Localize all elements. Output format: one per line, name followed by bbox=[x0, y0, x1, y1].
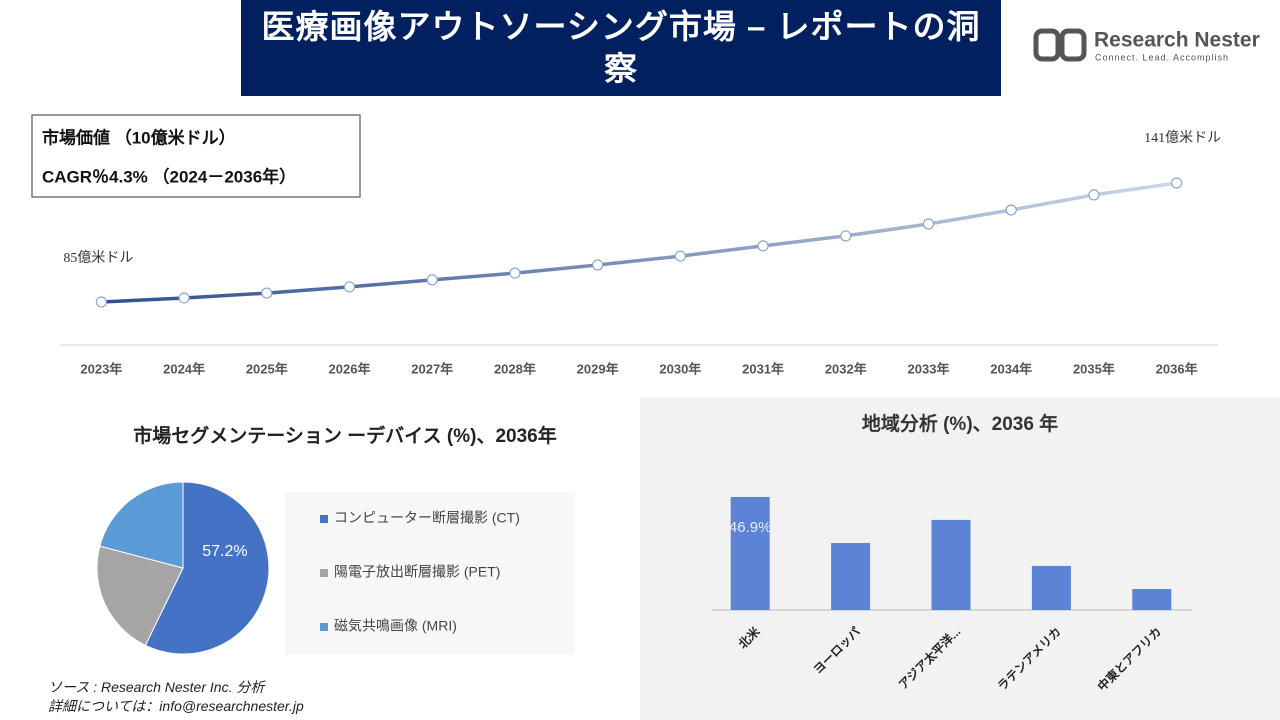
point bbox=[343, 281, 356, 293]
bar bbox=[831, 543, 871, 610]
data-label: 46.9% bbox=[729, 519, 772, 536]
logo: Research Nester Connect. Lead. Accomplis… bbox=[1033, 28, 1260, 62]
point bbox=[1005, 204, 1017, 216]
point bbox=[757, 240, 769, 252]
point bbox=[261, 287, 273, 299]
legend-swatch bbox=[320, 515, 328, 523]
info-title: 市場価値 （10億米ドル） bbox=[42, 127, 236, 147]
point bbox=[674, 250, 686, 262]
bar bbox=[931, 519, 971, 610]
bar bbox=[730, 497, 770, 610]
pie-slice bbox=[96, 545, 184, 647]
x-tick-label: 2026年 bbox=[329, 361, 371, 376]
bar bbox=[1132, 589, 1172, 610]
bar bbox=[1031, 565, 1071, 610]
legend-label: コンピューター断層撮影 (CT) bbox=[334, 510, 520, 526]
x-tick-label: 2024年 bbox=[163, 361, 205, 376]
point bbox=[840, 230, 852, 242]
point bbox=[592, 259, 604, 271]
logo-tagline: Connect. Lead. Accomplish bbox=[1095, 52, 1229, 62]
pie-title: 市場セグメンテーション ーデバイス (%)、2036年 bbox=[133, 426, 557, 447]
info-cagr: CAGR％4.3% （2024－2036年） bbox=[42, 166, 296, 186]
logo-icon bbox=[1059, 28, 1087, 62]
data-label: 141億米ドル bbox=[1144, 130, 1221, 146]
x-tick-label: 2031年 bbox=[742, 361, 784, 376]
logo-icon bbox=[1033, 28, 1061, 62]
x-tick-label: 2033年 bbox=[908, 361, 950, 376]
legend-swatch bbox=[320, 623, 328, 631]
x-tick-label: 2029年 bbox=[577, 361, 619, 376]
x-tick-label: 2036年 bbox=[1156, 361, 1198, 376]
point bbox=[922, 218, 935, 230]
data-label: 85億米ドル bbox=[63, 250, 133, 266]
bar-title: 地域分析 (%)、2036 年 bbox=[862, 412, 1058, 435]
legend-box bbox=[285, 492, 575, 655]
point bbox=[1088, 189, 1100, 201]
x-tick-label: 2030年 bbox=[659, 361, 701, 376]
pie-slice bbox=[144, 481, 270, 655]
x-tick-label: 2028年 bbox=[494, 361, 536, 376]
point bbox=[95, 296, 107, 308]
logo-name: Research Nester bbox=[1094, 29, 1260, 52]
legend-label: 陽電子放出断層撮影 (PET) bbox=[334, 564, 500, 580]
data-label: 57.2% bbox=[202, 543, 247, 560]
source: ソース : Research Nester Inc. 分析 bbox=[48, 679, 265, 695]
x-tick-label: 2035年 bbox=[1073, 361, 1115, 376]
point bbox=[509, 267, 521, 279]
header: 医療画像アウトソーシング市場 – レポートの洞察 bbox=[241, 0, 1001, 96]
legend-label: 磁気共鳴画像 (MRI) bbox=[334, 618, 457, 634]
source-contact: 詳細については：info@researchnester.jp bbox=[48, 698, 304, 714]
legend-swatch bbox=[320, 569, 328, 577]
info-box bbox=[31, 114, 361, 198]
x-tick-label: 2034年 bbox=[990, 361, 1032, 376]
x-tick-label: 2025年 bbox=[246, 361, 288, 376]
pie-slice bbox=[99, 481, 184, 569]
line bbox=[101, 181, 1177, 304]
point bbox=[426, 274, 438, 286]
x-tick-label: 2023年 bbox=[80, 361, 122, 376]
x-tick-label: 2032年 bbox=[825, 361, 867, 376]
header-title: 医療画像アウトソーシング市場 – レポートの洞察 bbox=[261, 8, 981, 87]
point bbox=[1171, 177, 1183, 189]
x-tick-label: 2027年 bbox=[411, 361, 453, 376]
point bbox=[178, 292, 190, 304]
